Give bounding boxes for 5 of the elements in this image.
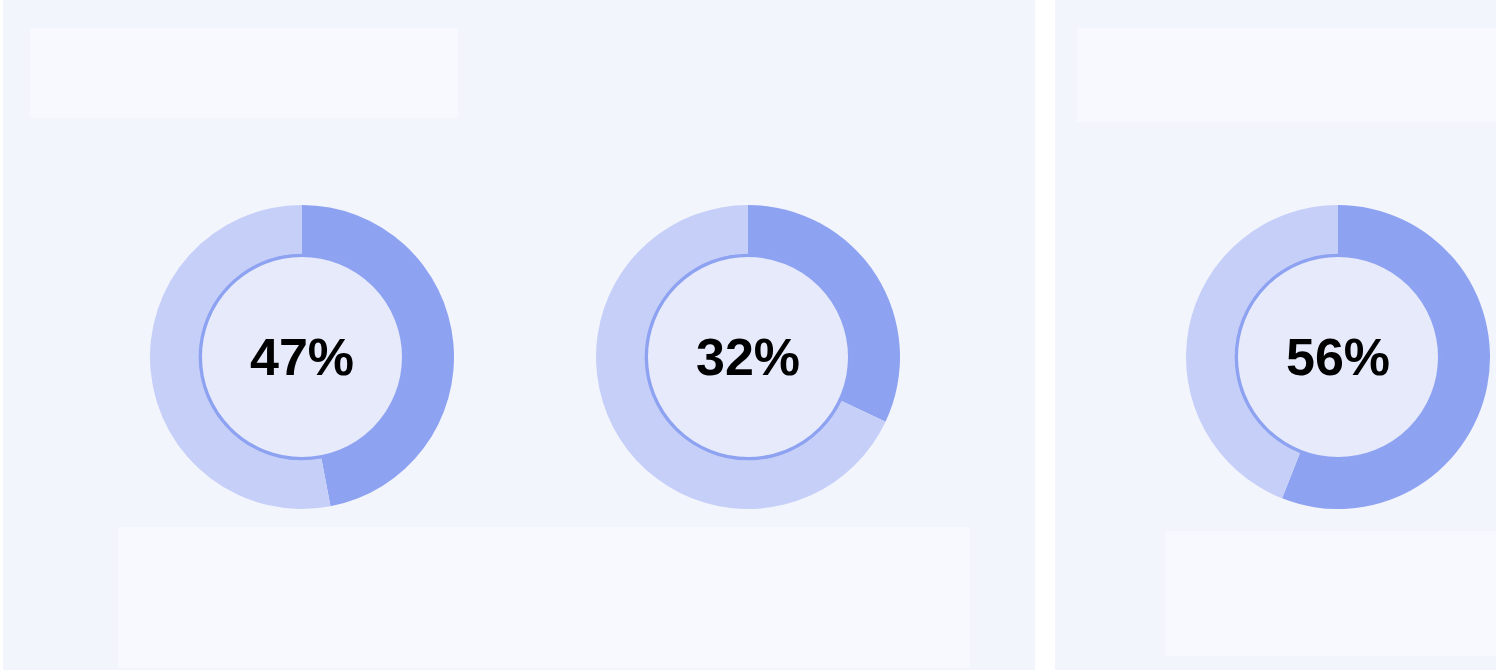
- text: 32%: [696, 328, 801, 386]
- donut-slice: [596, 205, 886, 509]
- text: 47%: [250, 328, 355, 386]
- donut-slice: [1282, 205, 1490, 509]
- text: 56%: [1286, 328, 1391, 386]
